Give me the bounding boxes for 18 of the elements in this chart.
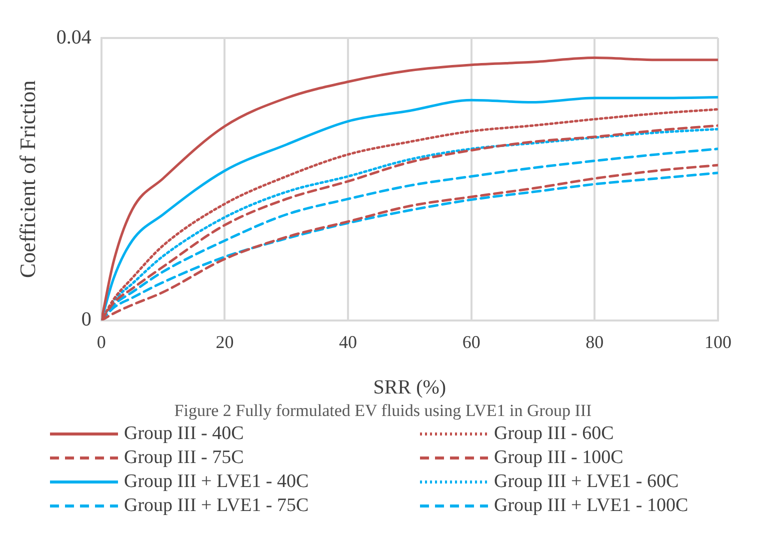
x-tick-label: 20: [216, 332, 234, 352]
legend-label: Group III + LVE1 - 100C: [494, 494, 688, 518]
legend-label: Group III - 100C: [494, 446, 624, 470]
y-axis-title: Coefficient of Friction: [14, 80, 40, 278]
x-tick-label: 0: [96, 332, 106, 352]
y-tick-label: 0.04: [56, 26, 92, 48]
x-tick-label: 40: [339, 332, 358, 352]
x-axis-title: SRR (%): [373, 376, 446, 398]
legend-label: Group III - 60C: [494, 422, 614, 446]
legend-label: Group III - 40C: [124, 422, 244, 446]
legend-label: Group III + LVE1 - 60C: [494, 470, 679, 494]
legend-label: Group III + LVE1 - 75C: [124, 494, 309, 518]
x-tick-label: 80: [586, 332, 604, 352]
legend-label: Group III + LVE1 - 40C: [124, 470, 309, 494]
x-tick-label: 60: [462, 332, 480, 352]
legend-label: Group III - 75C: [124, 446, 244, 470]
x-tick-label: 100: [704, 332, 732, 352]
text: Figure 2 Fully formulated EV fluids using LVE1 in Group III: [173, 400, 593, 422]
